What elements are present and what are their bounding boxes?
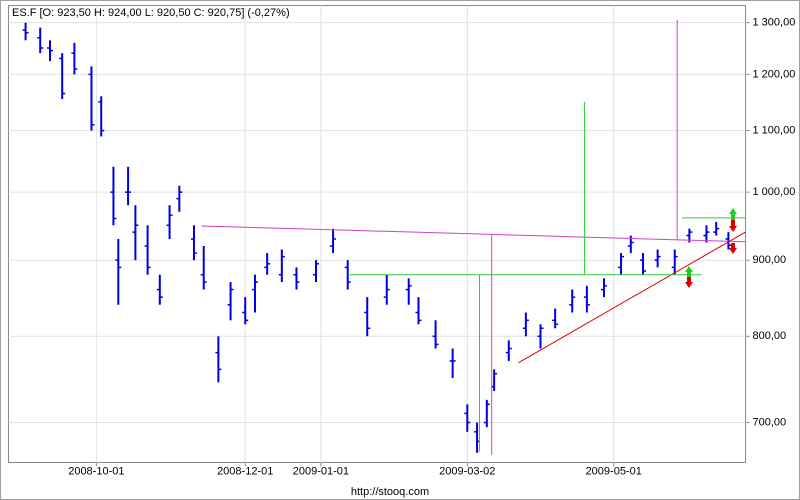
plot-layer: 700,00 800,00 900,00 1 000,00 1 100,00 1 200,… xyxy=(8,5,796,477)
arrow-down xyxy=(729,243,737,254)
y-tick-label: 1 100,00 xyxy=(753,124,796,136)
plot-area xyxy=(8,5,746,463)
x-tick-label: 2009-01-01 xyxy=(293,465,349,477)
y-tick-label: 900,00 xyxy=(753,254,787,266)
x-tick-label: 2009-05-01 xyxy=(586,465,642,477)
y-tick-label: 700,00 xyxy=(753,416,787,428)
arrow-up xyxy=(729,208,737,220)
y-tick-label: 1 000,00 xyxy=(753,186,796,198)
x-tick-label: 2009-03-02 xyxy=(439,465,495,477)
arrow-up xyxy=(685,266,693,277)
chart-title: ES.F [O: 923,50 H: 924,00 L: 920,50 C: 9… xyxy=(12,7,290,19)
y-tick-label: 800,00 xyxy=(753,330,787,342)
y-tick-label: 1 200,00 xyxy=(753,68,796,80)
footer: http://stooq.com xyxy=(351,486,429,498)
arrows xyxy=(685,208,737,288)
arrow-down xyxy=(685,277,693,288)
annotation-line xyxy=(518,231,746,364)
annotation-line xyxy=(201,225,746,243)
x-tick-label: 2008-10-01 xyxy=(68,465,124,477)
arrow-down xyxy=(729,220,737,232)
x-tick-label: 2008-12-01 xyxy=(217,465,273,477)
y-tick-label: 1 300,00 xyxy=(753,17,796,29)
